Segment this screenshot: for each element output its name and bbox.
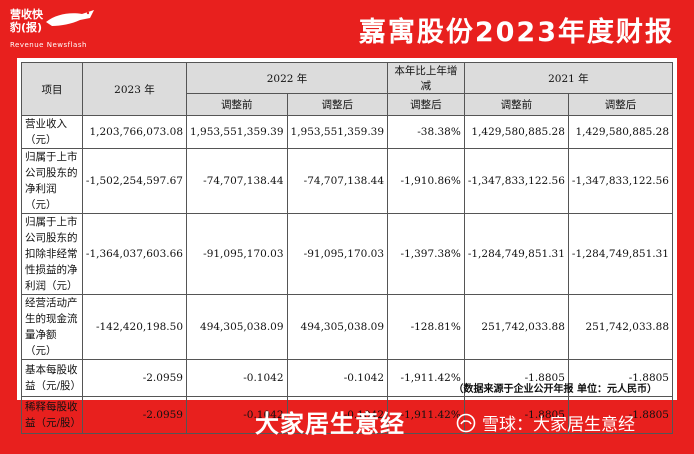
table-row: 稀释每股收益（元/股） -2.0959 -0.1042 -0.1042 -1,9… [21, 396, 674, 434]
table-card: 项目 2023 年 2022 年 本年比上年增减 2021 年 调整前 调整后 … [17, 58, 677, 434]
xueqiu-watermark: 雪球：大家居生意经 [456, 410, 635, 435]
cell-value: -1.8805 [567, 359, 674, 397]
cell-value: 1,429,580,885.28 [463, 115, 569, 149]
cell-value: -1,284,749,851.31 [567, 213, 674, 295]
header-yoy-after: 调整后 [387, 93, 465, 116]
header-2022: 2022 年 [185, 62, 389, 94]
row-label: 营业收入（元） [21, 115, 83, 149]
row-label: 稀释每股收益（元/股） [21, 396, 83, 434]
cell-value: -1.8805 [567, 396, 674, 434]
cell-value: -74,707,138.44 [286, 148, 389, 214]
cell-value: -0.1042 [186, 396, 288, 434]
snowball-icon [456, 413, 476, 432]
header-row-adjust: 调整前 调整后 调整后 调整前 调整后 [22, 93, 674, 116]
cell-value: 1,429,580,885.28 [567, 115, 674, 149]
header-row-years: 项目 2023 年 2022 年 本年比上年增减 2021 年 [21, 62, 674, 116]
cell-value: 251,742,033.88 [567, 294, 674, 360]
cell-value: -38.38% [387, 115, 465, 149]
table-row: 归属于上市公司股东的净利润（元） -1,502,254,597.67 -74,7… [21, 148, 674, 214]
table-row: 基本每股收益（元/股） -2.0959 -0.1042 -0.1042 -1,9… [21, 359, 674, 397]
row-label: 归属于上市公司股东的扣除非经常性损益的净利润（元） [21, 213, 83, 295]
cell-value: -1,347,833,122.56 [567, 148, 674, 214]
cell-value: 494,305,038.09 [186, 294, 288, 360]
cell-value: -0.1042 [186, 359, 288, 397]
header-2022-after: 调整后 [286, 93, 389, 116]
cell-value: -2.0959 [81, 396, 188, 434]
cell-value: -1,502,254,597.67 [81, 148, 188, 214]
cell-value: 1,203,766,073.08 [81, 115, 188, 149]
header-2021-after: 调整后 [567, 93, 674, 116]
header-banner: 营收快豹(报) Revenue Newsflash 嘉寓股份2023年度财报 [0, 0, 694, 56]
cell-value: 494,305,038.09 [286, 294, 389, 360]
table-row: 归属于上市公司股东的扣除非经常性损益的净利润（元） -1,364,037,603… [21, 213, 674, 295]
header-item: 项目 [21, 62, 83, 116]
cell-value: -1,911.42% [387, 396, 465, 434]
table-row: 营业收入（元） 1,203,766,073.08 1,953,551,359.3… [21, 115, 674, 149]
cell-value: -1.8805 [463, 359, 569, 397]
page-title: 嘉寓股份2023年度财报 [358, 17, 674, 48]
header-yoy: 本年比上年增减 [387, 62, 465, 94]
cell-value: 251,742,033.88 [463, 294, 569, 360]
leopard-logo-icon [46, 10, 94, 26]
header-2021-before: 调整前 [463, 93, 569, 116]
header-2022-before: 调整前 [186, 93, 288, 116]
cell-value: -142,420,198.50 [81, 294, 188, 360]
cell-value: -91,095,170.03 [186, 213, 288, 295]
cell-value: -128.81% [387, 294, 465, 360]
row-label: 归属于上市公司股东的净利润（元） [21, 148, 83, 214]
cell-value: -74,707,138.44 [186, 148, 288, 214]
source-note: （数据来源于企业公开年报 单位：元人民币） [453, 384, 657, 395]
row-label: 基本每股收益（元/股） [21, 359, 83, 397]
header-2021: 2021 年 [463, 62, 674, 94]
cell-value: 1,953,551,359.39 [186, 115, 288, 149]
logo-subtitle: Revenue Newsflash [10, 41, 87, 49]
footer-brand: 大家居生意经 [255, 410, 405, 438]
cell-value: -0.1042 [286, 396, 389, 434]
cell-value: -1,397.38% [387, 213, 465, 295]
cell-value: -1,284,749,851.31 [463, 213, 569, 295]
cell-value: -1,910.86% [387, 148, 465, 214]
cell-value: -1.8805 [463, 396, 569, 434]
cell-value: -1,347,833,122.56 [463, 148, 569, 214]
header-2023: 2023 年 [81, 62, 188, 116]
cell-value: -1,911.42% [387, 359, 465, 397]
logo-text: 营收快豹(报) [10, 8, 43, 34]
financial-table: 项目 2023 年 2022 年 本年比上年增减 2021 年 调整前 调整后 … [21, 62, 674, 434]
row-label: 经营活动产生的现金流量净额（元） [21, 294, 83, 360]
logo: 营收快豹(报) Revenue Newsflash [8, 4, 98, 52]
cell-value: -2.0959 [81, 359, 188, 397]
watermark-text: 雪球：大家居生意经 [482, 415, 635, 435]
cell-value: -91,095,170.03 [286, 213, 389, 295]
table-row: 经营活动产生的现金流量净额（元） -142,420,198.50 494,305… [21, 294, 674, 360]
cell-value: 1,953,551,359.39 [286, 115, 389, 149]
cell-value: -1,364,037,603.66 [81, 213, 188, 295]
cell-value: -0.1042 [286, 359, 389, 397]
